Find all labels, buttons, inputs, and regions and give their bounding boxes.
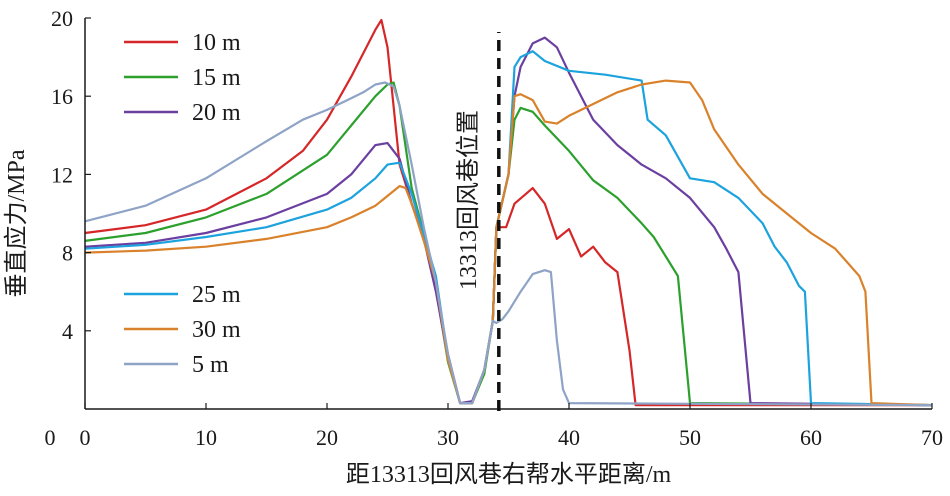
legend: 10 m 15 m 20 m 25 m 30 m 5 m bbox=[124, 30, 241, 378]
x-tick-label-10: 10 bbox=[195, 425, 217, 450]
origin-label: 0 bbox=[45, 425, 56, 450]
x-tick-label-40: 40 bbox=[558, 425, 580, 450]
series-line-30m bbox=[84, 79, 933, 407]
x-tick-label-50: 50 bbox=[679, 425, 701, 450]
series-layer bbox=[84, 18, 933, 407]
y-tick-label-8: 8 bbox=[62, 241, 73, 266]
roadway-position-annotation: 13313回风巷位置 bbox=[455, 110, 482, 290]
series-line-5m bbox=[84, 81, 933, 407]
x-tick-label-30: 30 bbox=[437, 425, 459, 450]
legend-label-25m: 25 m bbox=[192, 282, 241, 308]
series-line-15m bbox=[84, 81, 933, 407]
x-tick-label-70: 70 bbox=[921, 425, 943, 450]
y-axis-title: 垂直应力/MPa bbox=[3, 149, 30, 297]
x-axis-title: 距13313回风巷右帮水平距离/m bbox=[346, 461, 672, 488]
legend-label-15m: 15 m bbox=[192, 65, 241, 91]
x-tick-label-60: 60 bbox=[800, 425, 822, 450]
y-tick-label-16: 16 bbox=[51, 84, 73, 109]
y-tick-label-12: 12 bbox=[51, 162, 73, 187]
series-line-25m bbox=[84, 50, 933, 407]
x-tick-label-20: 20 bbox=[316, 425, 338, 450]
y-tick-label-20: 20 bbox=[51, 6, 73, 31]
legend-label-20m: 20 m bbox=[192, 100, 241, 126]
ticks: 0 10 20 30 40 50 60 70 0 4 8 12 16 20 bbox=[45, 6, 944, 450]
y-tick-label-4: 4 bbox=[62, 319, 73, 344]
legend-label-10m: 10 m bbox=[192, 30, 241, 56]
legend-label-30m: 30 m bbox=[192, 317, 241, 343]
legend-label-5m: 5 m bbox=[192, 352, 229, 378]
x-tick-label-0: 0 bbox=[80, 425, 91, 450]
axes bbox=[84, 18, 932, 410]
